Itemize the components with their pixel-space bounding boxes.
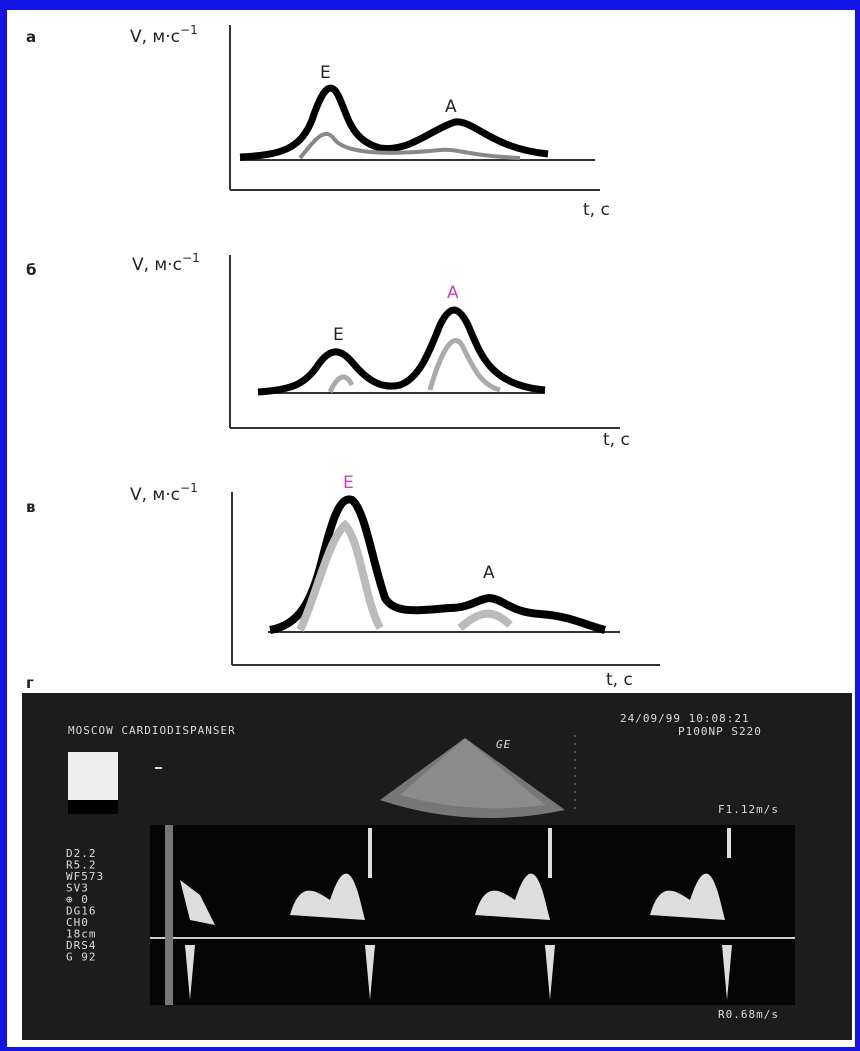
clinic-name: MOSCOW CARDIODISPANSER (68, 724, 236, 737)
panel-b (230, 255, 620, 428)
setting: G 92 (66, 951, 97, 964)
peak-label: E (320, 63, 331, 83)
figure: а V, м·с−1 E A t, с б V, м·с−1 E A t, с … (7, 10, 855, 1047)
echo-screen (22, 693, 852, 1040)
peak-label: A (445, 97, 457, 117)
velocity-scale: R0.68m/s (718, 1008, 779, 1021)
y-axis-label: V, м·с−1 (132, 251, 200, 275)
peak-label: E (343, 473, 354, 493)
panel-a (230, 25, 600, 190)
x-axis-label: t, с (583, 200, 610, 220)
peak-label: E (333, 325, 344, 345)
probe: P100NP S220 (678, 725, 762, 738)
panel-label: в (26, 498, 36, 516)
figure-svg: а V, м·с−1 E A t, с б V, м·с−1 E A t, с … (7, 10, 855, 1047)
peak-label: A (447, 283, 459, 303)
panel-c (232, 492, 660, 665)
x-axis-label: t, с (603, 430, 630, 450)
x-axis-label: t, с (606, 670, 633, 690)
datetime: 24/09/99 10:08:21 (620, 712, 750, 725)
panel-label: а (26, 28, 36, 46)
brand: GE (496, 738, 511, 751)
panel-label: б (26, 261, 36, 279)
y-axis-label: V, м·с−1 (130, 481, 198, 505)
velocity-scale: F1.12m/s (718, 803, 779, 816)
y-axis-label: V, м·с−1 (130, 23, 198, 47)
peak-label: A (483, 563, 495, 583)
panel-label: г (26, 674, 34, 692)
